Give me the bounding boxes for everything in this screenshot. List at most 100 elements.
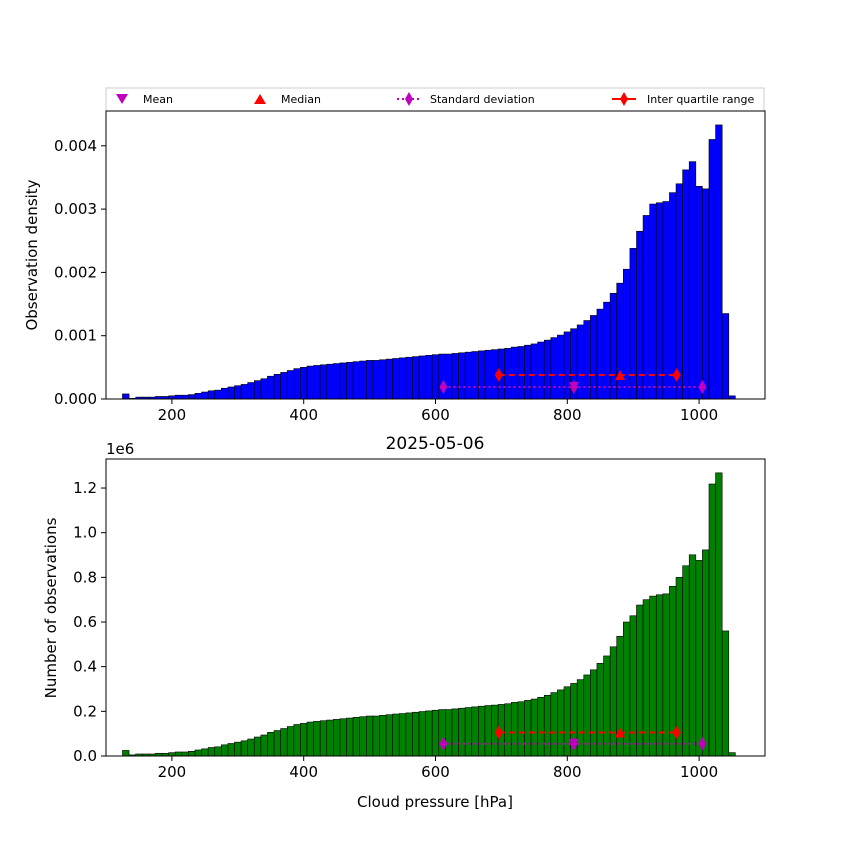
count-bar (346, 717, 354, 757)
count-x-tick-label: 1000 (680, 763, 718, 781)
legend-label-mean: Mean (143, 93, 173, 106)
density-bar (537, 341, 545, 400)
count-bar (688, 554, 697, 757)
density-bar (339, 362, 347, 400)
density-x-ticks: 200 400 600 800 1000 (158, 399, 718, 424)
density-bar (306, 365, 314, 400)
legend-label-iqr: Inter quartile range (647, 93, 754, 106)
density-bar (366, 360, 374, 400)
count-bar (431, 709, 440, 757)
count-bar (471, 706, 479, 757)
count-bar (445, 709, 453, 757)
density-panel: 200 400 600 800 1000 0.0000.0010.0020.0030.0… (23, 110, 766, 424)
count-bar (372, 715, 380, 757)
count-bar (418, 711, 426, 757)
density-bar (530, 343, 538, 400)
count-bar (227, 743, 235, 757)
density-bar (188, 394, 196, 400)
density-x-tick-label: 600 (421, 406, 450, 424)
density-bar (543, 339, 552, 400)
count-bar (240, 740, 248, 757)
density-y-tick-label: 0.004 (54, 137, 97, 155)
density-bar (418, 355, 426, 400)
density-bar (313, 365, 321, 400)
count-y-tick-label: 0.4 (73, 658, 97, 676)
density-bar (655, 202, 664, 400)
count-bar (563, 686, 571, 757)
density-bar (616, 282, 624, 400)
density-bar (194, 392, 202, 400)
count-x-tick-label: 400 (289, 763, 318, 781)
density-bar (438, 353, 446, 400)
count-bar (478, 705, 486, 757)
density-bar (675, 183, 683, 400)
count-y-tick-label: 1.0 (73, 524, 97, 542)
count-bar (438, 709, 446, 757)
density-bar (181, 394, 189, 400)
count-bar (247, 738, 255, 757)
density-bar (557, 334, 565, 400)
count-bar (379, 715, 387, 757)
count-bar (293, 724, 301, 757)
density-bar (471, 351, 479, 400)
count-bar (207, 747, 216, 757)
density-x-tick-label: 400 (289, 406, 318, 424)
density-y-tick-label: 0.001 (54, 327, 97, 345)
count-median-marker (615, 727, 626, 738)
density-mean-marker (568, 381, 579, 392)
density-bar (122, 393, 130, 400)
density-median-marker (615, 369, 626, 380)
count-bar (451, 708, 459, 757)
count-bar (530, 698, 538, 757)
count-y-ticks: 0.0 0.2 0.4 0.6 0.8 1.0 1.2 (73, 479, 106, 765)
count-bar (702, 549, 710, 757)
density-y-tick-label: 0.003 (54, 200, 97, 218)
density-bar (510, 346, 519, 400)
density-bar (715, 124, 723, 400)
count-bar (398, 713, 407, 757)
legend-entry-median: Median (254, 93, 321, 106)
count-iqr-marker-high (672, 725, 681, 740)
count-bar (484, 705, 492, 757)
count-y-axis-label: Number of observations (42, 517, 60, 698)
density-iqr-marker-low (494, 367, 503, 382)
count-bar (517, 701, 525, 757)
legend-iqr-marker-icon (620, 92, 628, 106)
density-bar (695, 186, 703, 400)
density-bar (662, 201, 670, 400)
density-x-tick-label: 200 (158, 406, 187, 424)
count-bar (253, 736, 262, 757)
count-y-tick-label: 1.2 (73, 479, 97, 497)
density-bar (240, 384, 248, 400)
density-bar (273, 374, 281, 400)
count-bar (576, 679, 585, 757)
density-bar (280, 372, 288, 400)
density-iqr-marker-high (672, 367, 681, 382)
count-y-tick-label: 0.8 (73, 568, 97, 586)
density-bar (234, 385, 242, 400)
density-bar (708, 139, 716, 400)
count-mean-marker (568, 738, 579, 749)
count-y-tick-label: 0.0 (73, 747, 97, 765)
count-bar (280, 728, 288, 757)
density-bar (603, 301, 611, 400)
legend-entry-std: Standard deviation (397, 92, 535, 106)
density-bar (576, 324, 585, 400)
density-bar (174, 394, 183, 400)
density-bar (609, 292, 618, 400)
count-bar (122, 750, 130, 757)
density-bar (563, 331, 571, 400)
count-bar (682, 565, 690, 757)
count-iqr-marker-low (494, 725, 503, 740)
count-bar (537, 696, 545, 757)
count-bar (286, 726, 295, 757)
density-bar (267, 375, 275, 400)
count-bar (385, 714, 393, 757)
density-std-marker-low (439, 379, 448, 394)
count-bar (510, 702, 519, 757)
count-x-axis-label: Cloud pressure [hPa] (357, 793, 513, 811)
density-bar (504, 348, 512, 400)
count-panel: 2025-05-06 1e6 200 400 600 800 1000 0.00.20.… (42, 434, 766, 811)
density-bar (649, 203, 657, 400)
count-x-tick-label: 600 (421, 763, 450, 781)
